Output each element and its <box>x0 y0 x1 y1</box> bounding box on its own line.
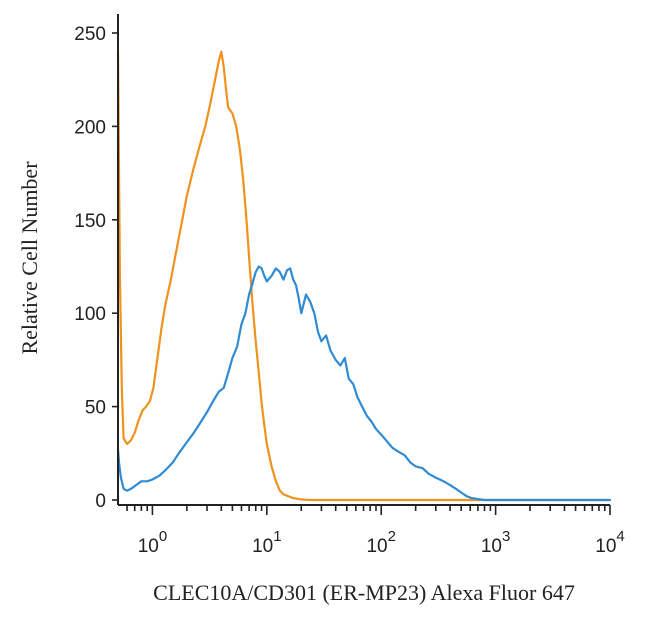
x-tick-label: 100 <box>138 528 167 557</box>
x-tick-label: 102 <box>366 528 395 557</box>
x-tick-label-exponent: 0 <box>159 528 167 545</box>
series-line-1 <box>116 50 612 502</box>
y-tick-label: 200 <box>74 117 106 138</box>
x-tick-label-base: 10 <box>595 536 616 557</box>
x-tick-label-base: 10 <box>366 536 387 557</box>
series-line-2 <box>116 265 612 502</box>
x-tick-label-exponent: 4 <box>616 528 624 545</box>
x-tick-label-exponent: 1 <box>273 528 281 545</box>
x-tick-label-base: 10 <box>252 536 273 557</box>
x-axis-title: CLEC10A/CD301 (ER-MP23) Alexa Fluor 647 <box>153 580 575 605</box>
x-tick-label: 103 <box>481 528 510 557</box>
y-axis: 0 50 100 150 200 250 <box>74 14 119 512</box>
y-axis-title: Relative Cell Number <box>17 161 42 355</box>
x-tick-label-base: 10 <box>481 536 502 557</box>
x-tick-label-exponent: 2 <box>388 528 396 545</box>
y-tick-label: 0 <box>95 491 106 512</box>
x-tick-label: 104 <box>595 528 624 557</box>
y-tick-label: 50 <box>85 398 106 419</box>
y-tick-label: 150 <box>74 211 106 232</box>
y-tick-label: 100 <box>74 304 106 325</box>
x-tick-label-base: 10 <box>138 536 159 557</box>
x-tick-label: 101 <box>252 528 281 557</box>
x-tick-label-exponent: 3 <box>502 528 510 545</box>
y-tick-label: 250 <box>74 24 106 45</box>
plot-area <box>116 50 612 502</box>
x-axis: 100 101 102 103 104 <box>118 504 625 557</box>
